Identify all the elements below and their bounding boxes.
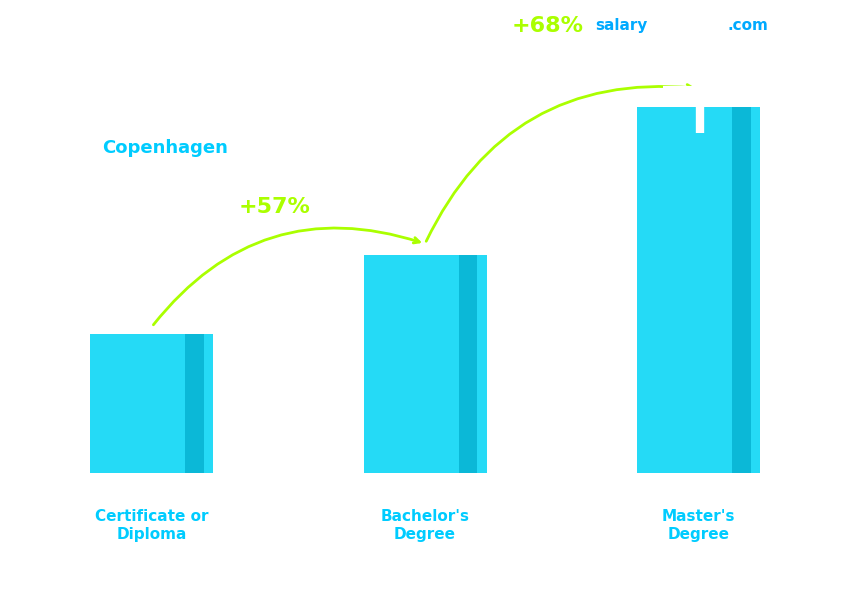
Text: Bachelor's
Degree: Bachelor's Degree [381, 510, 469, 542]
Bar [90, 334, 213, 473]
Text: Computer Engineer: Computer Engineer [102, 97, 277, 115]
Text: Certificate or
Diploma: Certificate or Diploma [95, 510, 208, 542]
Text: Average Monthly Salary: Average Monthly Salary [818, 228, 831, 378]
Text: salary: salary [595, 18, 648, 33]
Bar [364, 255, 486, 473]
Text: 56,000 DKK: 56,000 DKK [677, 78, 774, 92]
Bar [185, 334, 204, 473]
Text: +57%: +57% [239, 196, 310, 216]
Text: .com: .com [728, 18, 768, 33]
Text: Salary Comparison By Education: Salary Comparison By Education [102, 42, 610, 70]
Text: explorer: explorer [653, 18, 725, 33]
Text: +68%: +68% [512, 16, 584, 36]
Bar [459, 255, 477, 473]
Text: 21,300 DKK: 21,300 DKK [131, 305, 227, 319]
Text: Master's
Degree: Master's Degree [661, 510, 735, 542]
Text: 33,400 DKK: 33,400 DKK [404, 225, 501, 241]
Bar [732, 107, 751, 473]
Bar [637, 107, 760, 473]
Text: Copenhagen: Copenhagen [102, 139, 228, 158]
